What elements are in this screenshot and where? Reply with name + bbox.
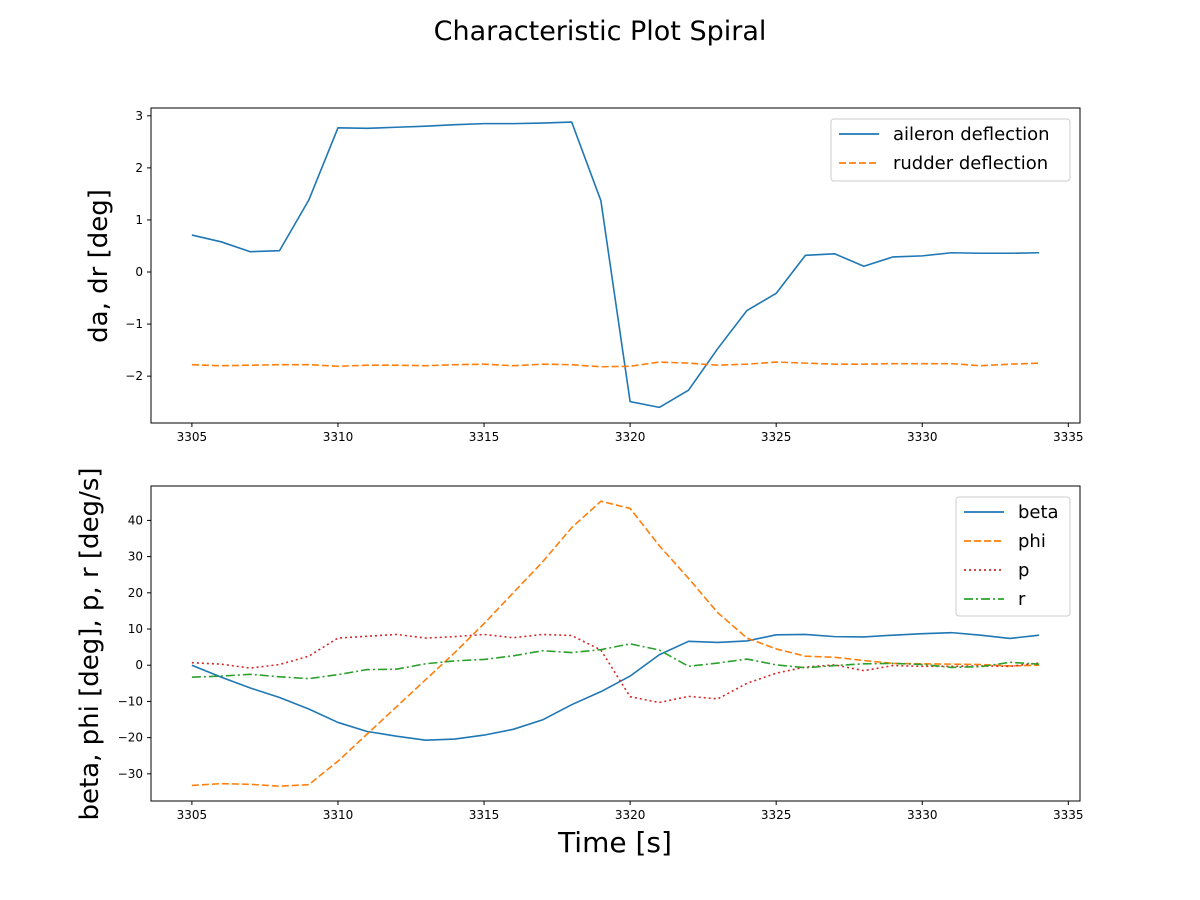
bottom-x-tick-label: 3335 <box>1053 808 1084 822</box>
bottom-y-tick-label: 20 <box>128 586 143 600</box>
top-x-tick-label: 3315 <box>469 430 500 444</box>
bottom-series-p-line <box>191 633 1040 704</box>
bottom-x-tick-label: 3310 <box>323 808 354 822</box>
figure-title: Characteristic Plot Spiral <box>434 16 767 47</box>
bottom-y-tick-label: −20 <box>118 731 143 745</box>
bottom-x-tick-label: 3320 <box>615 808 646 822</box>
bottom-y-axis-label: beta, phi [deg], p, r [deg/s] <box>75 467 105 820</box>
bottom-y-ticks: −30 −20 −10 0 10 20 30 40 <box>118 513 151 781</box>
top-series-rudder-deflection-line <box>191 361 1040 368</box>
top-legend-label: aileron deflection <box>893 124 1050 145</box>
top-x-ticks: 3305 3310 3315 3320 3325 3330 3335 <box>177 423 1084 444</box>
bottom-y-tick-label: 10 <box>128 622 143 636</box>
top-y-tick-label: 0 <box>135 265 143 279</box>
bottom-legend-label: phi <box>1018 531 1046 552</box>
bottom-x-ticks: 3305 3310 3315 3320 3325 3330 3335 <box>177 801 1084 822</box>
top-y-tick-label: 3 <box>135 109 143 123</box>
bottom-legend-label: r <box>1018 589 1026 610</box>
bottom-legend-box <box>955 496 1071 617</box>
top-x-tick-label: 3335 <box>1053 430 1084 444</box>
top-series-aileron-deflection-line <box>191 121 1040 409</box>
top-series-layer <box>191 121 1040 409</box>
bottom-series-beta-line <box>191 631 1040 741</box>
bottom-legend-label: p <box>1018 560 1029 581</box>
bottom-series-r-line <box>191 643 1040 680</box>
bottom-axes: 3305 3310 3315 3320 3325 3330 3335 −30 −20 −10 0 1… <box>75 467 1084 859</box>
top-legend: aileron deflection rudder deflection <box>830 118 1071 182</box>
top-legend-box <box>830 118 1071 182</box>
top-y-ticks: −2 −1 0 1 2 3 <box>125 109 151 383</box>
top-axes: 3305 3310 3315 3320 3325 3330 3335 −2 −1 0 1 2 3 da… <box>84 107 1084 444</box>
top-x-tick-label: 3310 <box>323 430 354 444</box>
top-x-tick-label: 3320 <box>615 430 646 444</box>
top-x-tick-label: 3330 <box>907 430 938 444</box>
bottom-y-tick-label: 0 <box>135 658 143 672</box>
bottom-series-layer <box>191 500 1040 787</box>
bottom-x-axis-label: Time [s] <box>557 826 672 859</box>
bottom-x-tick-label: 3305 <box>177 808 208 822</box>
top-y-tick-label: 1 <box>135 213 143 227</box>
bottom-x-tick-label: 3315 <box>469 808 500 822</box>
bottom-y-tick-label: −10 <box>118 694 143 708</box>
bottom-legend: beta phi pr <box>955 496 1071 617</box>
bottom-y-tick-label: 40 <box>128 513 143 527</box>
bottom-x-tick-label: 3325 <box>761 808 792 822</box>
bottom-legend-label: beta <box>1018 502 1059 523</box>
top-y-axis-label: da, dr [deg] <box>84 189 114 343</box>
bottom-x-tick-label: 3330 <box>907 808 938 822</box>
bottom-axes-frame <box>150 485 1081 802</box>
bottom-y-tick-label: 30 <box>128 550 143 564</box>
top-x-tick-label: 3305 <box>177 430 208 444</box>
bottom-y-tick-label: −30 <box>118 767 143 781</box>
top-y-tick-label: 2 <box>135 161 143 175</box>
top-y-tick-label: −1 <box>125 317 143 331</box>
top-legend-label: rudder deflection <box>893 153 1048 174</box>
top-y-tick-label: −2 <box>125 369 143 383</box>
top-x-tick-label: 3325 <box>761 430 792 444</box>
top-axes-frame <box>150 107 1081 424</box>
